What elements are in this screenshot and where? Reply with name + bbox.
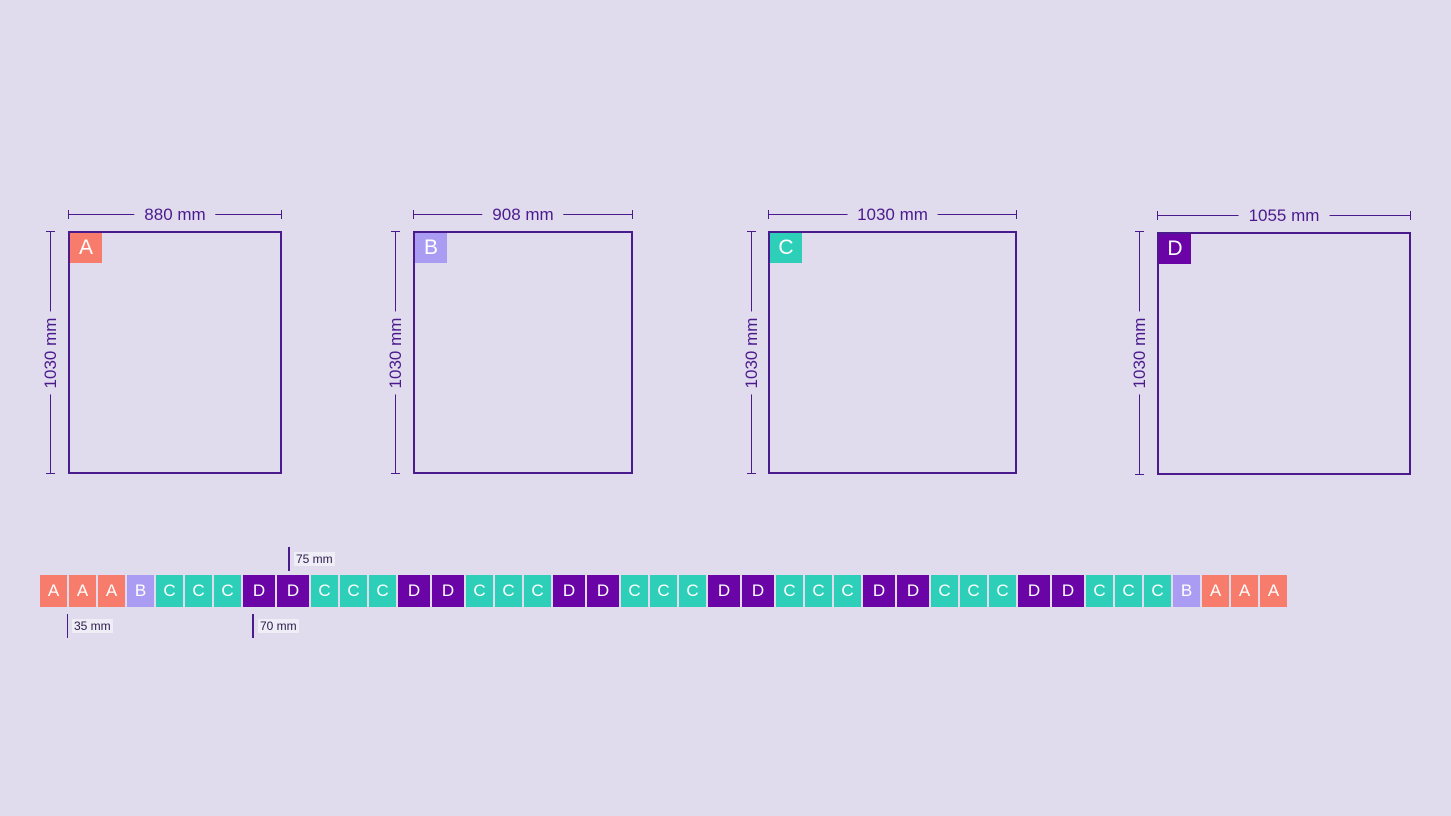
height-label-b: 1030 mm xyxy=(386,311,406,394)
strip-segment-c: C xyxy=(776,575,803,607)
height-dimension-d: 1030 mm xyxy=(1130,231,1150,475)
gap-callout-35: 35 mm xyxy=(67,614,113,638)
height-dimension-b: 1030 mm xyxy=(386,231,406,474)
strip-segment-a: A xyxy=(40,575,67,607)
height-label-d: 1030 mm xyxy=(1130,311,1150,395)
width-dimension-a: 880 mm xyxy=(68,205,282,225)
strip-segment-d: D xyxy=(553,575,585,607)
strip-segment-a: A xyxy=(1231,575,1258,607)
strip-segment-b: B xyxy=(1173,575,1200,607)
strip-segment-b: B xyxy=(127,575,154,607)
panel-badge-b: B xyxy=(415,233,447,263)
height-label-c: 1030 mm xyxy=(742,311,762,394)
strip-segment-c: C xyxy=(834,575,861,607)
width-label-b: 908 mm xyxy=(482,205,564,225)
strip-segment-d: D xyxy=(398,575,430,607)
width-label-d: 1055 mm xyxy=(1238,206,1330,226)
width-label-a: 880 mm xyxy=(134,205,216,225)
strip-segment-d: D xyxy=(243,575,275,607)
strip-segment-c: C xyxy=(650,575,677,607)
strip-segment-c: C xyxy=(805,575,832,607)
height-dimension-c: 1030 mm xyxy=(742,231,762,474)
strip-segment-c: C xyxy=(931,575,958,607)
gap-callout-75: 75 mm xyxy=(288,547,335,571)
strip-segment-c: C xyxy=(340,575,367,607)
panel-d: D xyxy=(1157,232,1411,475)
strip-segment-d: D xyxy=(1018,575,1050,607)
strip-segment-c: C xyxy=(369,575,396,607)
strip-segment-c: C xyxy=(495,575,522,607)
panel-badge-a: A xyxy=(70,233,102,263)
strip-segment-c: C xyxy=(524,575,551,607)
strip-segment-c: C xyxy=(621,575,648,607)
strip-segment-c: C xyxy=(679,575,706,607)
strip-segment-d: D xyxy=(708,575,740,607)
width-label-c: 1030 mm xyxy=(847,205,938,225)
strip-segment-d: D xyxy=(897,575,929,607)
gap-label-75: 75 mm xyxy=(294,552,335,566)
panel-badge-d: D xyxy=(1159,234,1191,264)
strip-segment-a: A xyxy=(69,575,96,607)
strip-segment-a: A xyxy=(98,575,125,607)
strip-segment-d: D xyxy=(432,575,464,607)
strip-segment-d: D xyxy=(863,575,895,607)
panel-a: A xyxy=(68,231,282,474)
strip-segment-a: A xyxy=(1260,575,1287,607)
panel-badge-c: C xyxy=(770,233,802,263)
strip-segment-c: C xyxy=(989,575,1016,607)
width-dimension-d: 1055 mm xyxy=(1157,206,1411,226)
gap-label-70: 70 mm xyxy=(258,619,299,633)
strip-segment-d: D xyxy=(587,575,619,607)
strip-segment-c: C xyxy=(960,575,987,607)
gap-label-35: 35 mm xyxy=(72,619,113,633)
strip-segment-d: D xyxy=(1052,575,1084,607)
strip-segment-a: A xyxy=(1202,575,1229,607)
strip-segment-c: C xyxy=(185,575,212,607)
strip-segment-c: C xyxy=(466,575,493,607)
strip-segment-c: C xyxy=(156,575,183,607)
panel-b: B xyxy=(413,231,633,474)
strip-segment-c: C xyxy=(1115,575,1142,607)
panel-c: C xyxy=(768,231,1017,474)
strip-segment-d: D xyxy=(742,575,774,607)
strip-segment-c: C xyxy=(214,575,241,607)
width-dimension-b: 908 mm xyxy=(413,205,633,225)
strip-segment-c: C xyxy=(1086,575,1113,607)
gap-callout-70: 70 mm xyxy=(252,614,299,638)
strip-segment-c: C xyxy=(311,575,338,607)
height-label-a: 1030 mm xyxy=(41,311,61,394)
strip-segment-d: D xyxy=(277,575,309,607)
strip-segment-c: C xyxy=(1144,575,1171,607)
height-dimension-a: 1030 mm xyxy=(41,231,61,474)
width-dimension-c: 1030 mm xyxy=(768,205,1017,225)
